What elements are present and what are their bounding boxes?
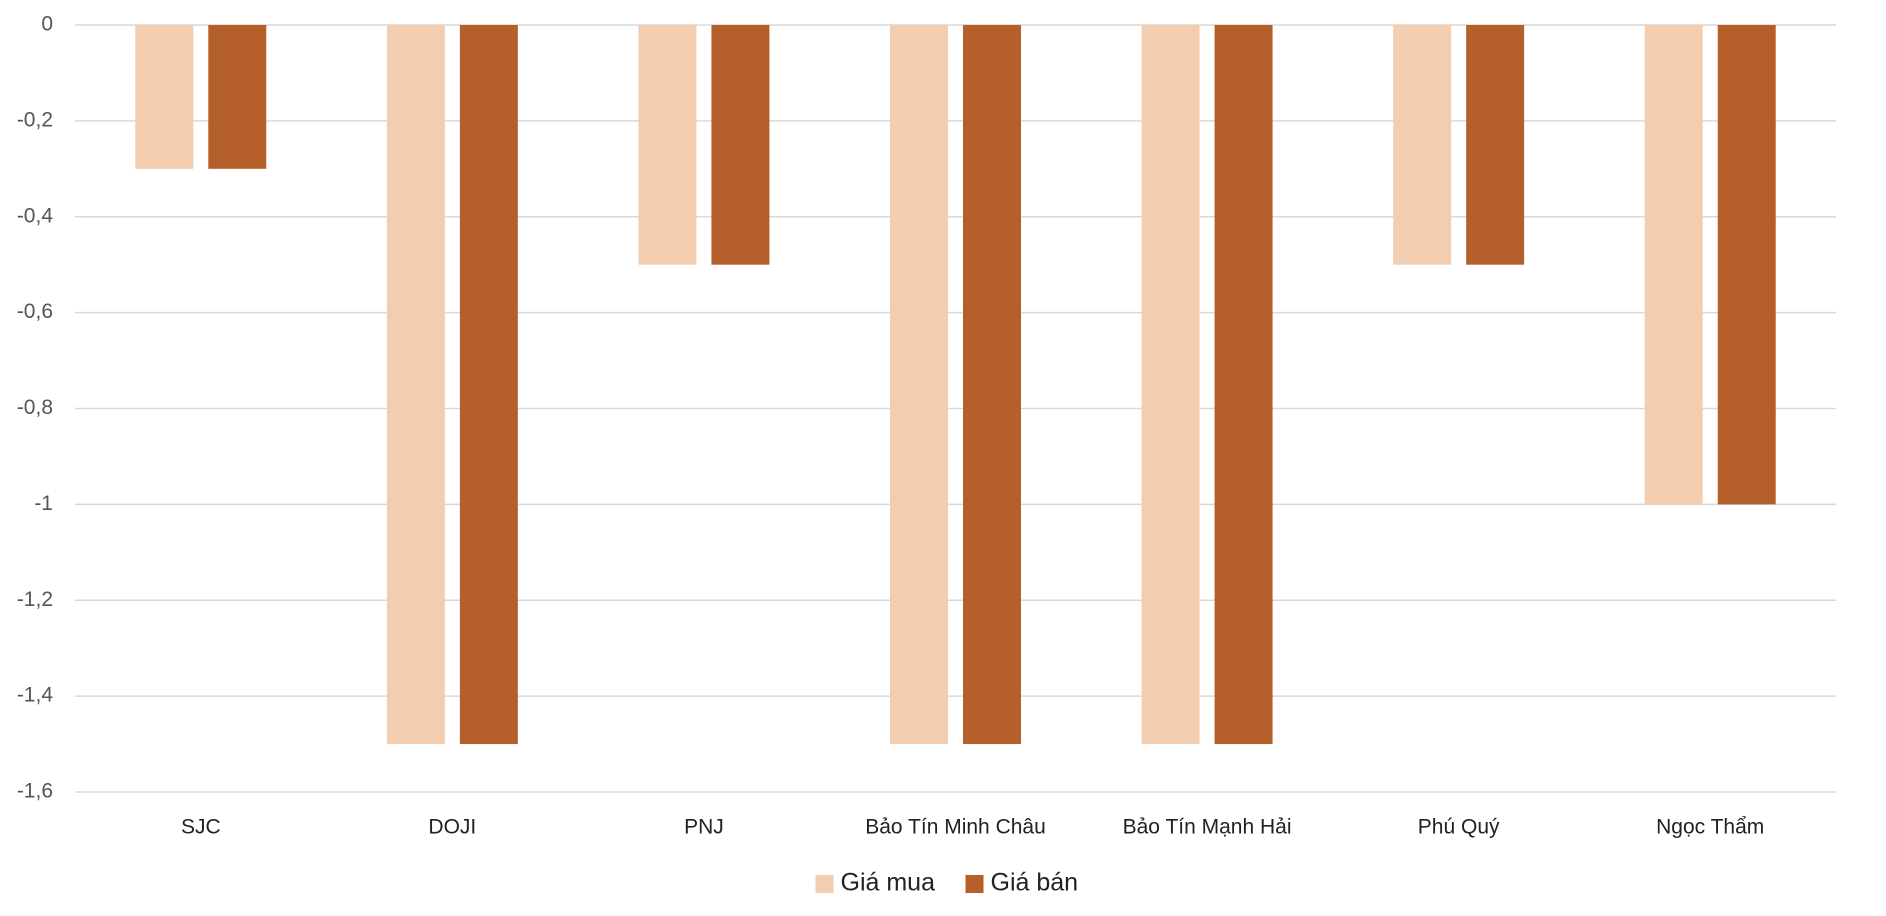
legend-label: Giá mua (841, 869, 936, 897)
y-tick-label: -1,4 (17, 684, 54, 707)
x-tick-label: Bảo Tín Minh Châu (865, 816, 1046, 839)
bar (890, 25, 948, 745)
bar (1717, 25, 1776, 505)
bar (135, 25, 194, 169)
y-tick-label: -0,6 (17, 300, 53, 323)
x-tick-label: Bảo Tín Mạnh Hải (1123, 816, 1292, 839)
x-tick-label: DOJI (428, 816, 476, 839)
legend-swatch (815, 875, 834, 893)
bar (1141, 25, 1200, 745)
x-tick-label: Phú Quý (1418, 816, 1500, 839)
legend-label: Giá bán (991, 869, 1079, 897)
y-tick-label: -0,2 (17, 108, 53, 131)
bar (386, 25, 445, 745)
y-tick-label: -1,6 (17, 780, 53, 803)
bar (963, 25, 1021, 745)
y-tick-label: -0,8 (17, 396, 53, 419)
bar (1393, 25, 1452, 265)
legend-swatch (965, 875, 984, 893)
bar (1644, 25, 1703, 505)
bar (711, 25, 770, 265)
bar (1466, 25, 1525, 265)
y-tick-label: -0,4 (17, 204, 54, 227)
x-tick-label: SJC (181, 816, 221, 839)
y-tick-label: 0 (41, 13, 53, 36)
bar (1214, 25, 1273, 745)
bar (459, 25, 518, 745)
bar (208, 25, 267, 169)
y-tick-label: -1,2 (17, 588, 53, 611)
x-tick-label: PNJ (684, 816, 724, 839)
y-tick-label: -1 (34, 492, 53, 515)
x-tick-label: Ngọc Thẩm (1656, 816, 1764, 839)
bar (638, 25, 697, 265)
